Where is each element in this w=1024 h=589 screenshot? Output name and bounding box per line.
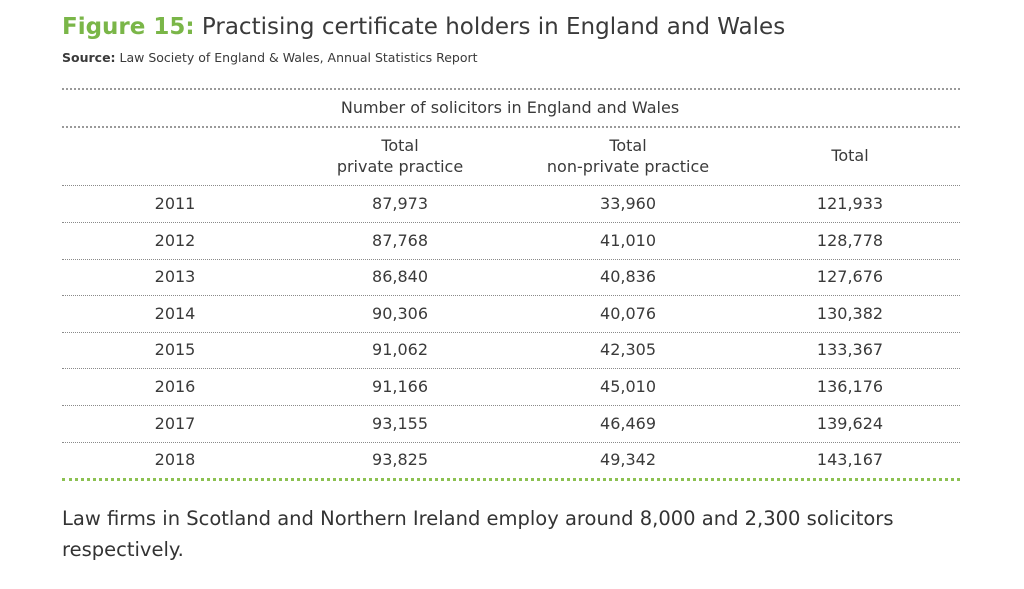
row-year: 2018 bbox=[154, 450, 196, 470]
cell: 40,076 bbox=[600, 303, 656, 323]
row-year: 2014 bbox=[154, 303, 196, 323]
row-rule bbox=[62, 331, 960, 333]
cell: 93,825 bbox=[372, 450, 428, 470]
rule bbox=[62, 126, 960, 128]
rule bbox=[62, 185, 960, 186]
cell: 41,010 bbox=[600, 230, 656, 250]
figure-heading: Figure 15: Practising certificate holder… bbox=[62, 14, 785, 40]
row-year: 2017 bbox=[154, 413, 196, 433]
rule bbox=[62, 88, 960, 90]
column-header: private practice bbox=[336, 157, 464, 176]
column-header: Total bbox=[381, 136, 419, 155]
cell: 133,367 bbox=[816, 340, 884, 360]
cell: 127,676 bbox=[816, 267, 884, 287]
cell: 128,778 bbox=[816, 230, 884, 250]
cell: 87,768 bbox=[372, 230, 428, 250]
cell: 33,960 bbox=[600, 194, 656, 213]
row-rule bbox=[62, 405, 960, 406]
row-rule bbox=[62, 258, 960, 260]
row-rule bbox=[62, 368, 960, 370]
row-year: 2012 bbox=[154, 230, 196, 250]
cell: 40,836 bbox=[600, 267, 656, 287]
cell: 93,155 bbox=[372, 413, 428, 433]
figure-label: Figure 15: bbox=[62, 14, 195, 40]
source-text: Law Society of England & Wales, Annual S… bbox=[119, 50, 478, 65]
row-rule bbox=[62, 295, 960, 297]
cell: 87,973 bbox=[372, 194, 428, 213]
row-year: 2011 bbox=[154, 194, 196, 213]
cell: 91,166 bbox=[372, 377, 428, 396]
cell: 49,342 bbox=[600, 450, 656, 470]
column-header: non-private practice bbox=[546, 157, 710, 176]
cell: 121,933 bbox=[816, 194, 884, 213]
cell: 139,624 bbox=[816, 413, 884, 433]
cell: 86,840 bbox=[372, 267, 428, 287]
figure-title: Practising certificate holders in Englan… bbox=[201, 14, 786, 40]
row-year: 2013 bbox=[154, 267, 196, 287]
row-year: 2015 bbox=[154, 340, 196, 360]
row-rule bbox=[62, 478, 960, 482]
row-rule bbox=[62, 441, 960, 443]
cell: 91,062 bbox=[372, 340, 428, 360]
row-year: 2016 bbox=[154, 377, 196, 396]
cell: 45,010 bbox=[600, 377, 656, 396]
note: Law firms in Scotland and Northern Irela… bbox=[62, 507, 894, 561]
source-label: Source: bbox=[62, 50, 116, 65]
cell: 130,382 bbox=[816, 303, 884, 323]
source-line: Source: Law Society of England & Wales, … bbox=[62, 50, 478, 65]
cell: 46,469 bbox=[600, 413, 656, 433]
cell: 136,176 bbox=[816, 377, 884, 396]
cell: 143,167 bbox=[816, 450, 884, 470]
cell: 90,306 bbox=[372, 303, 428, 323]
column-header: Total bbox=[831, 146, 869, 165]
cell: 42,305 bbox=[600, 340, 656, 360]
group-header: Number of solicitors in England and Wale… bbox=[340, 98, 680, 117]
row-rule bbox=[62, 222, 960, 223]
column-header: Total bbox=[609, 136, 647, 155]
